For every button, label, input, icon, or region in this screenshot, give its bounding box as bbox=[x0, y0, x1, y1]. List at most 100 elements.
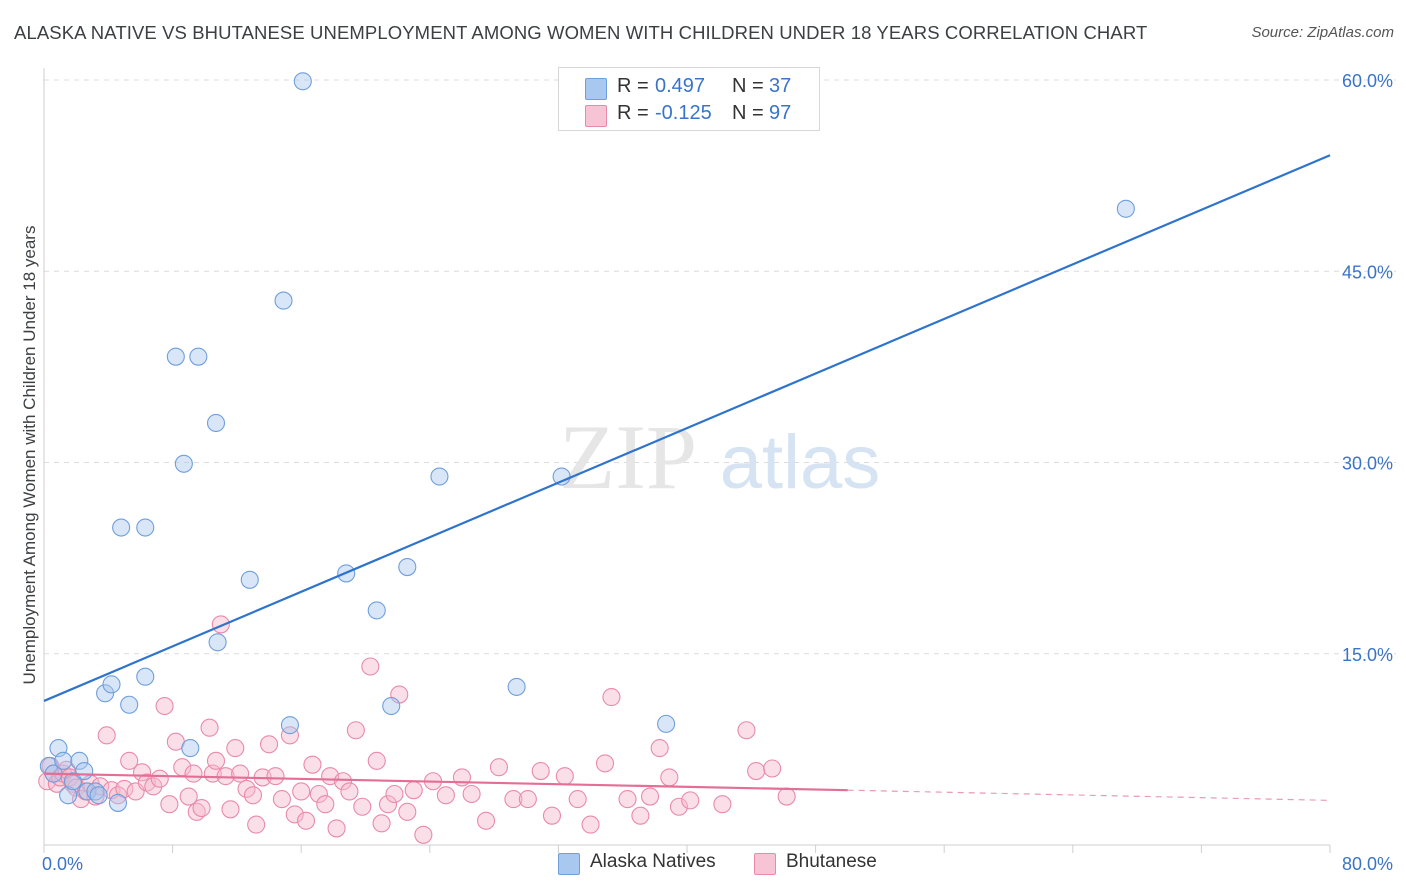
alaska-natives-point bbox=[108, 793, 127, 812]
watermark-atlas: atlas bbox=[720, 420, 881, 505]
bhutanese-point bbox=[221, 800, 240, 819]
bhutanese-point bbox=[150, 769, 169, 788]
bhutanese-point bbox=[568, 790, 587, 809]
bhutanese-point bbox=[184, 764, 203, 783]
bhutanese-point bbox=[631, 806, 650, 825]
bhutanese-point bbox=[144, 777, 163, 796]
bhutanese-point bbox=[518, 790, 537, 809]
legend-row-alaska: R = 0.497 N = 37 bbox=[559, 74, 819, 102]
bhutanese-trend-line bbox=[43, 772, 848, 792]
alaska-natives-point bbox=[120, 695, 139, 714]
bhutanese-point bbox=[247, 815, 266, 834]
alaska-natives-point bbox=[240, 570, 259, 589]
bhutanese-point bbox=[200, 718, 219, 737]
bhutanese-point bbox=[595, 754, 615, 773]
alaska-natives-point bbox=[208, 633, 227, 652]
alaska-natives-trend-line bbox=[43, 154, 1331, 702]
alaska-natives-point bbox=[206, 413, 226, 433]
bhutanese-point bbox=[179, 787, 198, 806]
y-tick-label: 60.0% bbox=[1342, 71, 1393, 91]
x-tick-label-min: 0.0% bbox=[42, 854, 83, 874]
bhutanese-point bbox=[477, 811, 496, 830]
legend-label-bhutanese: Bhutanese bbox=[786, 851, 877, 872]
bhutanese-point bbox=[303, 755, 322, 774]
alaska-natives-point bbox=[280, 716, 299, 735]
bhutanese-trend-extension bbox=[847, 789, 1331, 801]
bhutanese-point bbox=[108, 786, 127, 805]
bhutanese-point bbox=[237, 779, 256, 798]
bhutanese-point bbox=[226, 739, 245, 758]
legend-r-value: 0.497 bbox=[655, 75, 706, 97]
bhutanese-point bbox=[436, 786, 455, 805]
source-credit: Source: ZipAtlas.com bbox=[1251, 24, 1394, 41]
alaska-natives-point bbox=[136, 667, 155, 686]
legend-n-value: 37 bbox=[769, 75, 792, 97]
alaska-natives-point bbox=[54, 751, 73, 770]
bhutanese-point bbox=[97, 726, 116, 745]
bhutanese-point bbox=[378, 795, 398, 814]
bhutanese-point bbox=[155, 696, 174, 716]
y-tick-label: 45.0% bbox=[1342, 262, 1393, 282]
watermark: ZIP atlas bbox=[559, 406, 880, 508]
bhutanese-point bbox=[602, 688, 621, 707]
alaska-natives-point bbox=[70, 751, 89, 770]
bhutanese-point bbox=[160, 795, 179, 814]
watermark-zip: ZIP bbox=[559, 406, 697, 508]
alaska-natives-point bbox=[166, 347, 185, 366]
bhutanese-point bbox=[618, 790, 637, 809]
alaska-natives-point bbox=[382, 696, 401, 716]
bhutanese-point bbox=[462, 784, 481, 804]
bhutanese-point bbox=[737, 721, 756, 740]
alaska-natives-point bbox=[274, 291, 293, 310]
correlation-legend: R = 0.497 N = 37 R = -0.125 N = 97 bbox=[558, 67, 820, 131]
legend-r-label: R = bbox=[617, 102, 649, 124]
bhutanese-point bbox=[650, 739, 669, 758]
alaska-natives-point bbox=[293, 72, 312, 91]
bhutanese-point bbox=[296, 811, 316, 830]
bhutanese-point bbox=[531, 761, 550, 781]
alaska-natives-point bbox=[96, 684, 115, 703]
bhutanese-point bbox=[640, 787, 660, 806]
bhutanese-point bbox=[316, 795, 335, 814]
alaska-natives-point bbox=[102, 675, 121, 694]
bhutanese-point bbox=[231, 764, 250, 783]
bhutanese-point bbox=[581, 815, 600, 834]
alaska-natives-point bbox=[367, 601, 386, 620]
bhutanese-point bbox=[747, 761, 766, 781]
bhutanese-point bbox=[404, 781, 423, 800]
bhutanese-point bbox=[669, 797, 689, 816]
axes bbox=[43, 68, 1331, 853]
bhutanese-point bbox=[504, 790, 523, 809]
bhutanese-points bbox=[38, 615, 796, 844]
alaska-natives-point bbox=[430, 467, 449, 486]
legend-n-value: 97 bbox=[769, 102, 792, 124]
bhutanese-point bbox=[763, 759, 782, 778]
bhutanese-point bbox=[713, 795, 732, 814]
bhutanese-point bbox=[555, 767, 574, 786]
legend-label-alaska-natives: Alaska Natives bbox=[590, 851, 716, 872]
y-axis-title: Unemployment Among Women with Children U… bbox=[20, 225, 39, 685]
bhutanese-point bbox=[327, 819, 346, 838]
alaska-natives-point bbox=[1116, 199, 1135, 218]
bhutanese-point bbox=[292, 782, 311, 801]
legend-r-label: R = bbox=[617, 75, 649, 97]
bhutanese-point bbox=[280, 726, 299, 745]
bhutanese-point bbox=[361, 657, 380, 676]
bhutanese-point bbox=[206, 751, 226, 770]
trend-lines bbox=[43, 154, 1331, 801]
bhutanese-point bbox=[266, 767, 285, 786]
alaska-natives-point bbox=[657, 714, 676, 733]
alaska-natives-point bbox=[59, 786, 78, 805]
bhutanese-point bbox=[542, 806, 562, 825]
legend-swatch-blue bbox=[585, 78, 607, 100]
alaska-natives-point bbox=[189, 347, 208, 366]
bhutanese-point bbox=[372, 814, 391, 833]
bhutanese-point bbox=[272, 790, 291, 809]
bhutanese-point bbox=[340, 782, 359, 801]
bhutanese-point bbox=[333, 772, 353, 791]
bhutanese-point bbox=[346, 721, 365, 740]
y-tick-label: 30.0% bbox=[1342, 454, 1393, 474]
bhutanese-point bbox=[489, 758, 508, 777]
alaska-natives-point bbox=[136, 518, 155, 537]
